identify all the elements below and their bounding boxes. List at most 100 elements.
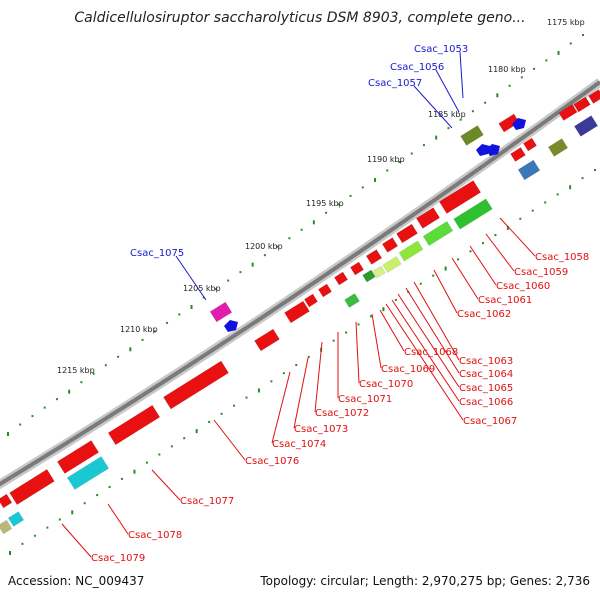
gene-marker[interactable]: [512, 118, 526, 130]
gene-label[interactable]: Csac_1069: [381, 364, 435, 375]
gene-leader-line: [61, 523, 92, 558]
gene-feature[interactable]: [163, 360, 229, 410]
gene-label[interactable]: Csac_1074: [272, 439, 326, 450]
gene-leader-line: [435, 69, 460, 113]
gene-feature[interactable]: [284, 300, 310, 324]
gene-feature[interactable]: [573, 96, 591, 113]
track-dot: [332, 339, 335, 342]
gene-feature[interactable]: [372, 265, 386, 279]
gene-feature[interactable]: [381, 237, 399, 253]
gene-feature[interactable]: [7, 511, 25, 527]
gene-feature[interactable]: [344, 293, 360, 308]
track-dot: [227, 279, 230, 282]
gene-feature[interactable]: [304, 293, 318, 308]
gene-feature[interactable]: [547, 138, 569, 157]
track-dot: [295, 364, 298, 367]
kbp-tick-label: 1210 kbp: [120, 325, 158, 334]
gene-marker[interactable]: [224, 320, 238, 332]
track-dot: [233, 404, 236, 407]
track-dot: [288, 237, 291, 240]
track-dot: [21, 542, 24, 545]
gene-label[interactable]: Csac_1075: [130, 248, 184, 259]
track-dot: [46, 526, 49, 529]
gene-label[interactable]: Csac_1067: [463, 416, 517, 427]
track-dot: [31, 415, 34, 418]
gene-label[interactable]: Csac_1073: [294, 424, 348, 435]
gene-feature[interactable]: [350, 261, 364, 276]
gene-feature[interactable]: [254, 328, 280, 352]
gene-feature[interactable]: [558, 104, 578, 121]
gene-label[interactable]: Csac_1062: [457, 309, 511, 320]
track-dot: [92, 372, 95, 375]
kbp-tick-label: 1180 kbp: [488, 65, 526, 74]
gene-feature[interactable]: [66, 456, 110, 490]
gene-feature[interactable]: [56, 440, 100, 474]
gene-label[interactable]: Csac_1070: [359, 379, 413, 390]
track-dot: [239, 271, 242, 274]
gene-feature[interactable]: [107, 404, 161, 446]
gene-feature[interactable]: [510, 147, 526, 162]
gene-leader-line: [213, 419, 246, 461]
track-dot: [506, 225, 509, 230]
gene-feature[interactable]: [0, 493, 13, 509]
genome-stats-text: Topology: circular; Length: 2,970,275 bp…: [260, 574, 590, 588]
track-dot: [569, 42, 572, 45]
gene-label[interactable]: Csac_1066: [459, 397, 513, 408]
gene-leader-line: [151, 469, 181, 501]
gene-label[interactable]: Csac_1057: [368, 78, 422, 89]
gene-feature[interactable]: [438, 180, 482, 214]
gene-feature[interactable]: [398, 240, 424, 262]
gene-label[interactable]: Csac_1079: [91, 553, 145, 564]
gene-label[interactable]: Csac_1076: [245, 456, 299, 467]
gene-label[interactable]: Csac_1061: [478, 295, 532, 306]
gene-label[interactable]: Csac_1064: [459, 369, 513, 380]
gene-label[interactable]: Csac_1059: [514, 267, 568, 278]
gene-feature[interactable]: [382, 256, 402, 273]
gene-label[interactable]: Csac_1068: [404, 347, 458, 358]
track-dot: [104, 364, 107, 367]
gene-leader-line: [413, 85, 453, 129]
track-dot: [307, 355, 310, 358]
track-dot: [398, 161, 401, 164]
gene-label[interactable]: Csac_1056: [390, 62, 444, 73]
gene-marker[interactable]: [486, 144, 500, 156]
gene-feature[interactable]: [460, 125, 484, 146]
gene-label[interactable]: Csac_1065: [459, 383, 513, 394]
gene-feature[interactable]: [209, 301, 233, 323]
gene-label[interactable]: Csac_1072: [315, 408, 369, 419]
gene-leader-line: [385, 303, 464, 421]
track-dot: [374, 177, 377, 182]
gene-leader-line: [459, 51, 464, 99]
gene-marker[interactable]: [476, 144, 490, 156]
track-dot: [410, 152, 413, 155]
gene-feature[interactable]: [453, 198, 493, 230]
gene-label[interactable]: Csac_1071: [338, 394, 392, 405]
track-dot: [170, 445, 173, 448]
gene-feature[interactable]: [573, 115, 599, 137]
gene-feature[interactable]: [498, 113, 520, 133]
gene-feature[interactable]: [9, 469, 55, 505]
gene-label[interactable]: Csac_1077: [180, 496, 234, 507]
track-dot: [80, 381, 83, 384]
gene-label[interactable]: Csac_1058: [535, 252, 589, 263]
gene-label[interactable]: Csac_1078: [128, 530, 182, 541]
gene-feature[interactable]: [362, 269, 376, 283]
gene-feature[interactable]: [523, 137, 537, 152]
feature-layer: [0, 89, 600, 535]
gene-label[interactable]: Csac_1060: [496, 281, 550, 292]
gene-feature[interactable]: [334, 271, 348, 286]
gene-feature[interactable]: [517, 159, 541, 181]
gene-feature[interactable]: [415, 207, 441, 229]
track-dot: [519, 217, 522, 220]
gene-leader-line: [314, 341, 323, 413]
track-dot: [141, 338, 144, 341]
gene-feature[interactable]: [422, 221, 454, 246]
gene-label[interactable]: Csac_1063: [459, 356, 513, 367]
gene-label[interactable]: Csac_1053: [414, 44, 468, 55]
gene-feature[interactable]: [365, 249, 383, 265]
gene-feature[interactable]: [318, 283, 332, 298]
gene-feature[interactable]: [0, 519, 13, 535]
gene-feature[interactable]: [396, 223, 418, 244]
track-dot: [545, 59, 548, 62]
